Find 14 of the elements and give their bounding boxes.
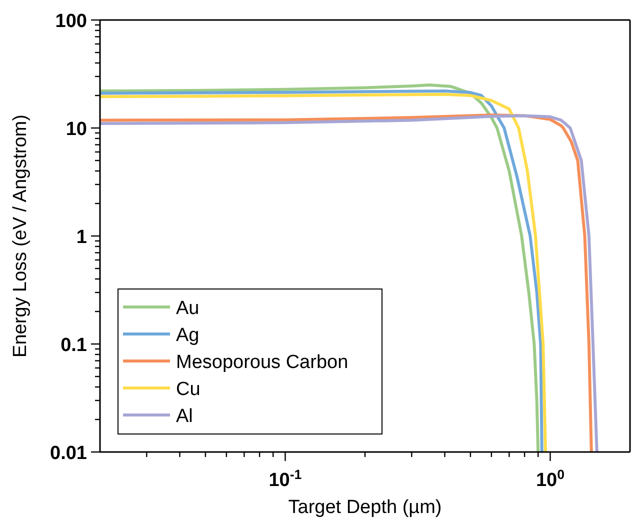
y-tick-label: 0.1 (60, 335, 88, 356)
y-tick-label: 100 (55, 11, 87, 32)
legend-label: Ag (176, 325, 200, 346)
legend-label: Al (176, 406, 193, 427)
legend-label: Au (176, 298, 200, 319)
y-tick-label: 0.01 (50, 443, 88, 464)
x-tick-label: 10$^{0}$ (536, 466, 564, 491)
legend-label: Mesoporous Carbon (176, 352, 348, 373)
x-axis-title: Target Depth (µm) (288, 497, 442, 518)
y-axis-title: Energy Loss (eV / Angstrom) (10, 114, 31, 358)
y-tick-label: 10 (66, 119, 87, 140)
y-tick-label: 1 (76, 227, 88, 248)
legend-label: Cu (176, 379, 200, 400)
x-tick-label: 10$^{-1}$ (268, 466, 302, 491)
